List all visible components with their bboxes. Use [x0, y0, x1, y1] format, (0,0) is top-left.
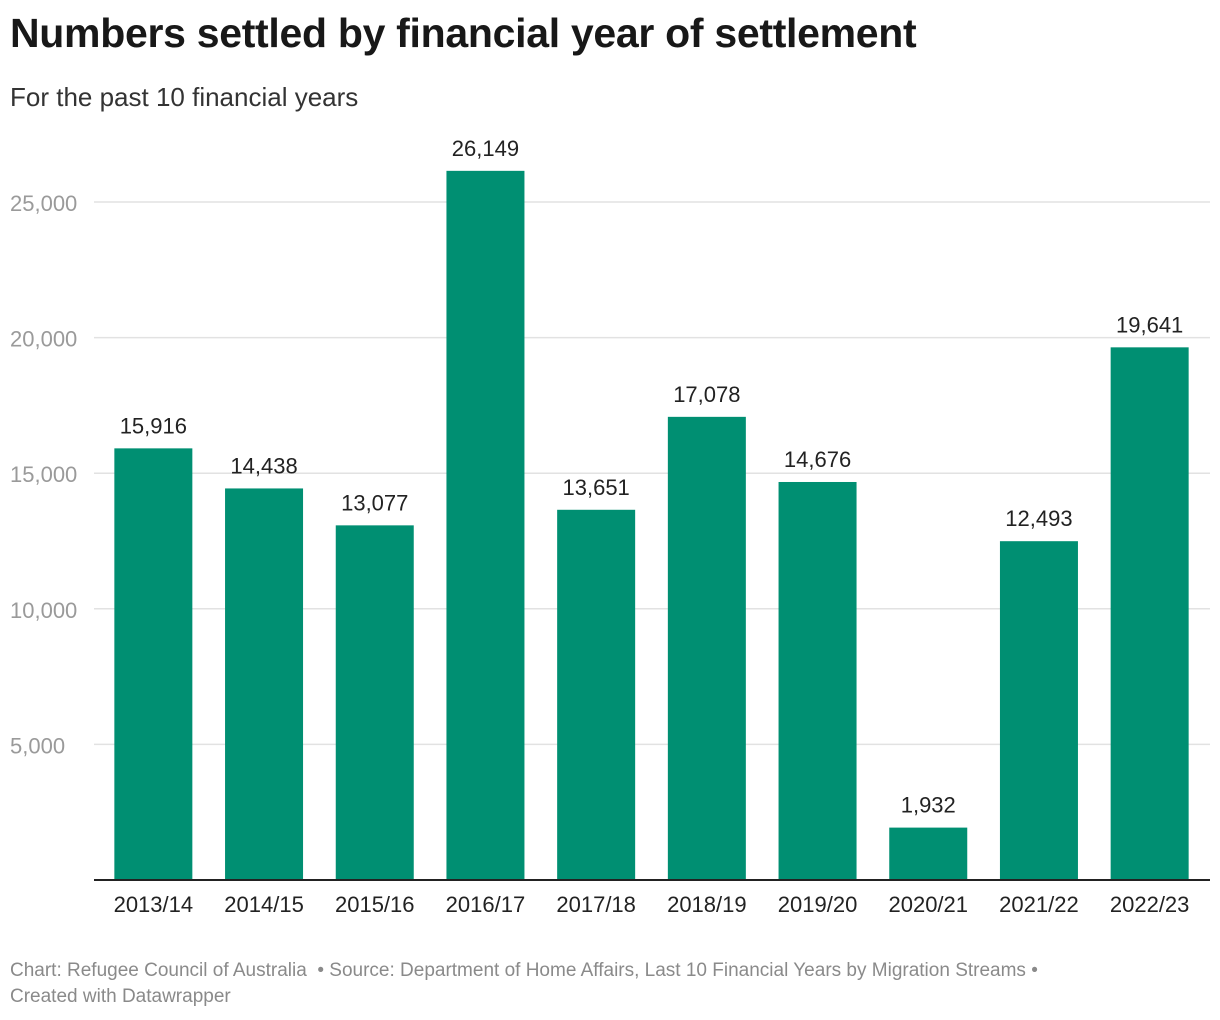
bar-chart: 5,000 10,000 15,000 20,000 25,000 15,916 14,4… — [10, 136, 1210, 917]
x-tick-label: 2014/15 — [224, 892, 304, 917]
bar-value-label: 14,676 — [784, 447, 851, 472]
bar-value-label: 12,493 — [1005, 506, 1072, 531]
bar — [557, 509, 636, 880]
bar — [778, 481, 857, 880]
bar-value-label: 19,641 — [1116, 312, 1183, 337]
x-tick-label: 2022/23 — [1110, 892, 1190, 917]
bar — [999, 541, 1078, 880]
x-tick-label: 2016/17 — [446, 892, 526, 917]
bar-value-label: 17,078 — [673, 382, 740, 407]
y-tick-label: 10,000 — [10, 598, 77, 623]
source-note: • Source: Department of Home Affairs, La… — [317, 960, 1038, 981]
x-tick-label: 2015/16 — [335, 892, 415, 917]
value-labels: 15,916 14,438 13,077 26,149 13,651 17,078 14,6… — [120, 136, 1184, 818]
bar — [889, 827, 968, 880]
x-tick-label: 2018/19 — [667, 892, 747, 917]
bar-value-label: 26,149 — [452, 136, 519, 161]
bar — [225, 488, 304, 880]
bar-value-label: 15,916 — [120, 413, 187, 438]
footer: Chart: Refugee Council of Australia • So… — [10, 958, 1210, 1010]
bar-value-label: 13,651 — [563, 475, 630, 500]
y-axis-labels: 5,000 10,000 15,000 20,000 25,000 — [10, 191, 77, 758]
bar-value-label: 1,932 — [901, 793, 956, 818]
x-tick-label: 2013/14 — [114, 892, 194, 917]
chart-title: Numbers settled by financial year of set… — [10, 10, 917, 56]
x-tick-label: 2021/22 — [999, 892, 1079, 917]
bar — [114, 448, 193, 880]
bar — [667, 416, 746, 880]
x-tick-label: 2017/18 — [556, 892, 636, 917]
bar — [1110, 347, 1189, 881]
y-tick-label: 5,000 — [10, 733, 65, 758]
bar-value-label: 14,438 — [230, 453, 297, 478]
x-tick-label: 2019/20 — [778, 892, 858, 917]
created-with: Created with Datawrapper — [10, 986, 231, 1007]
y-tick-label: 15,000 — [10, 462, 77, 487]
chart-credit: Chart: Refugee Council of Australia — [10, 960, 307, 981]
x-tick-label: 2020/21 — [888, 892, 968, 917]
chart-subtitle: For the past 10 financial years — [10, 82, 359, 112]
bar-value-label: 13,077 — [341, 490, 408, 515]
y-tick-label: 25,000 — [10, 191, 77, 216]
bar — [446, 170, 525, 881]
x-axis-labels: 2013/14 2014/15 2015/16 2016/17 2017/18 2018/… — [114, 892, 1190, 917]
bar — [335, 525, 414, 880]
y-tick-label: 20,000 — [10, 327, 77, 352]
bars — [114, 170, 1189, 881]
